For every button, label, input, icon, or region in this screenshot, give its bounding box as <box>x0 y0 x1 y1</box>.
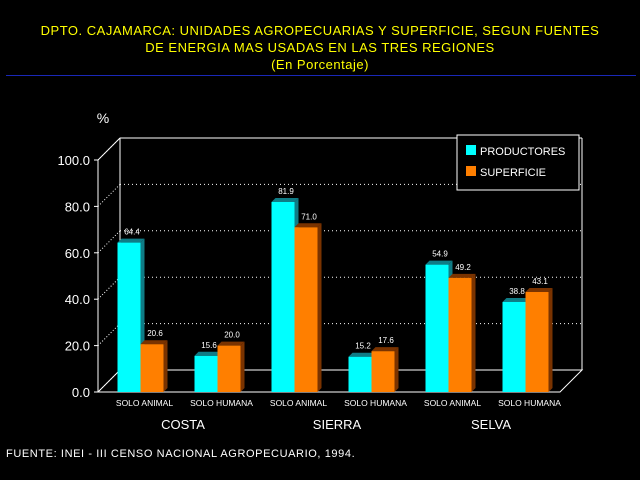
legend-swatch <box>466 166 476 176</box>
bar-top-face <box>348 352 376 357</box>
x-tick-label: SOLO ANIMAL <box>116 398 173 408</box>
x-tick-label: SOLO ANIMAL <box>270 398 327 408</box>
title-divider <box>6 75 636 76</box>
data-label: 20.0 <box>224 331 240 340</box>
x-tick-label: SOLO HUMANA <box>190 398 253 408</box>
y-tick-label: 80.0 <box>65 199 90 214</box>
y-tick-label: 40.0 <box>65 292 90 307</box>
bar-top-face <box>502 297 530 302</box>
chart-title-line1: DPTO. CAJAMARCA: UNIDADES AGROPECUARIAS … <box>40 23 600 38</box>
bar <box>117 242 141 392</box>
group-label: COSTA <box>161 417 205 432</box>
bar <box>294 227 318 392</box>
data-label: 38.8 <box>509 287 525 296</box>
bar-top-face <box>525 288 553 293</box>
y-tick-label: 0.0 <box>72 385 90 400</box>
bar <box>502 301 526 392</box>
gridline-diagonal <box>97 323 121 346</box>
gridline-diagonal <box>97 369 121 393</box>
bar <box>194 355 218 392</box>
bar <box>371 351 395 392</box>
data-label: 49.2 <box>455 263 471 272</box>
x-tick-label: SOLO HUMANA <box>498 398 561 408</box>
group-label: SELVA <box>471 417 511 432</box>
y-tick-label: 60.0 <box>65 246 90 261</box>
bar-top-face <box>271 197 299 202</box>
bar-side-face <box>317 223 322 392</box>
bar-top-face <box>371 347 399 352</box>
data-label: 15.2 <box>355 342 371 351</box>
legend-swatch <box>466 145 476 155</box>
bar <box>348 356 372 392</box>
bar-side-face <box>163 340 168 392</box>
y-axis-label: % <box>97 110 109 126</box>
bar <box>140 344 164 392</box>
data-label: 54.9 <box>432 250 448 259</box>
y-tick-label: 20.0 <box>65 339 90 354</box>
bar-side-face <box>240 341 245 392</box>
x-tick-label: SOLO HUMANA <box>344 398 407 408</box>
chart-title: DPTO. CAJAMARCA: UNIDADES AGROPECUARIAS … <box>0 22 640 73</box>
chart-title-line2: DE ENERGIA MAS USADAS EN LAS TRES REGION… <box>145 40 495 55</box>
bar <box>217 345 241 392</box>
legend-label: SUPERFICIE <box>480 167 546 179</box>
legend-label: PRODUCTORES <box>480 146 565 158</box>
gridline-diagonal <box>97 184 121 207</box>
bar-side-face <box>471 273 476 392</box>
bar-top-face <box>140 340 168 345</box>
bar-top-face <box>117 238 145 243</box>
bar <box>425 264 449 392</box>
bar-side-face <box>548 288 553 392</box>
bar <box>448 277 472 392</box>
gridline-diagonal <box>97 230 121 254</box>
gridline-diagonal <box>97 137 121 161</box>
legend: PRODUCTORES SUPERFICIE <box>456 134 580 191</box>
legend-box <box>456 134 580 191</box>
group-label: SIERRA <box>313 417 362 432</box>
data-label: 20.6 <box>147 329 163 338</box>
bar-top-face <box>448 273 476 278</box>
gridline-diagonal <box>97 276 121 300</box>
data-label: 17.6 <box>378 336 394 345</box>
bar-top-face <box>217 341 245 346</box>
source-note: FUENTE: INEI - III CENSO NACIONAL AGROPE… <box>6 448 356 460</box>
x-tick-label: SOLO ANIMAL <box>424 398 481 408</box>
bar-top-face <box>194 351 222 356</box>
bar-top-face <box>425 260 453 265</box>
y-tick-label: 100.0 <box>57 153 90 168</box>
bar-top-face <box>294 223 322 228</box>
bar <box>525 292 549 392</box>
data-label: 71.0 <box>301 212 317 221</box>
data-label: 81.9 <box>278 187 294 196</box>
chart-subtitle: (En Porcentaje) <box>271 57 369 72</box>
data-label: 15.6 <box>201 341 217 350</box>
bar-side-face <box>394 347 399 392</box>
bar <box>271 201 295 392</box>
data-label: 64.4 <box>124 228 140 237</box>
data-label: 43.1 <box>532 277 548 286</box>
